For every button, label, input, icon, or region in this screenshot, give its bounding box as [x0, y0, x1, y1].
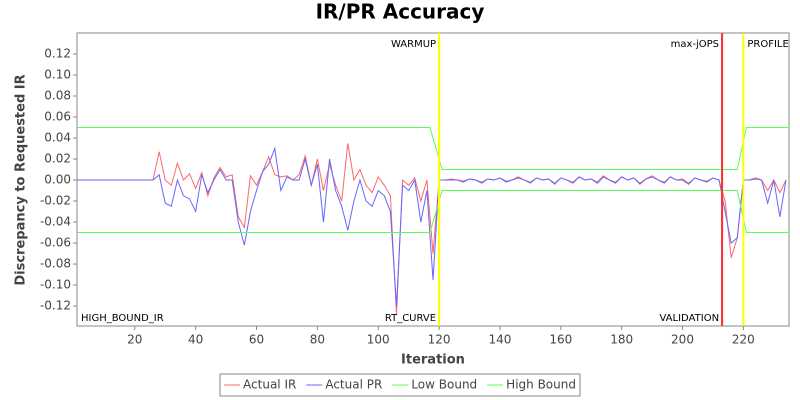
x-tick-label: 220: [732, 333, 755, 347]
legend: Actual IR Actual PR Low Bound High Bound: [219, 373, 581, 397]
marker-label: RT_CURVE: [385, 313, 436, 324]
series-line: [77, 146, 787, 307]
legend-label: Low Bound: [411, 378, 477, 392]
y-tick-label: 0.00: [44, 173, 71, 187]
x-tick-label: 80: [310, 333, 325, 347]
marker-label: max-jOPS: [671, 39, 719, 50]
x-tick-label: 160: [549, 333, 572, 347]
y-tick-label: -0.04: [40, 215, 71, 229]
marker-label: HIGH_BOUND_IR: [81, 313, 164, 324]
legend-label: High Bound: [506, 378, 576, 392]
y-tick-label: -0.06: [40, 236, 71, 250]
x-tick-label: 40: [188, 333, 203, 347]
x-tick-label: 100: [367, 333, 390, 347]
series-line: [77, 190, 789, 234]
y-tick-label: 0.04: [44, 131, 71, 145]
y-tick-label: -0.10: [40, 278, 71, 292]
marker-label: VALIDATION: [659, 313, 719, 324]
y-tick-label: 0.10: [44, 68, 71, 82]
y-tick-label: -0.12: [40, 299, 71, 313]
x-tick-label: 20: [127, 333, 142, 347]
y-tick-label: 0.06: [44, 110, 71, 124]
y-axis-label: Discrepancy to Requested IR: [14, 74, 29, 285]
y-tick-label: -0.02: [40, 194, 71, 208]
series-line: [77, 127, 789, 171]
x-tick-label: 120: [428, 333, 451, 347]
y-tick-label: 0.08: [44, 89, 71, 103]
legend-label: Actual PR: [325, 378, 382, 392]
marker-label: WARMUP: [391, 39, 436, 50]
x-tick-label: 140: [488, 333, 511, 347]
y-tick-label: 0.02: [44, 152, 71, 166]
x-axis-label: Iteration: [401, 353, 465, 368]
x-tick-label: 200: [671, 333, 694, 347]
x-tick-label: 60: [249, 333, 264, 347]
marker-label: PROFILE: [747, 39, 788, 50]
legend-label: Actual IR: [243, 378, 296, 392]
x-tick-label: 180: [610, 333, 633, 347]
chart-title: IR/PR Accuracy: [316, 0, 485, 24]
y-tick-label: -0.08: [40, 257, 71, 271]
y-tick-label: 0.12: [44, 47, 71, 61]
